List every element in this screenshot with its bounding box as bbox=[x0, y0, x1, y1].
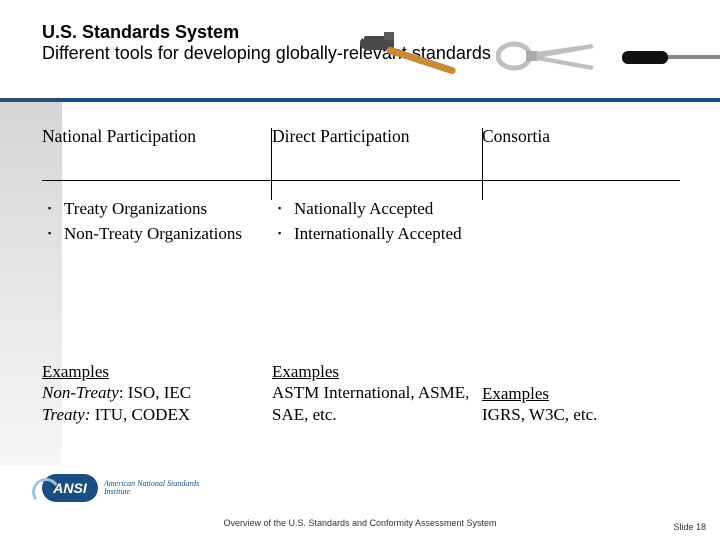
column-header: Consortia bbox=[482, 126, 662, 174]
examples-block: Examples ASTM International, ASME, SAE, … bbox=[272, 362, 472, 426]
column-header: Direct Participation bbox=[272, 126, 482, 174]
column-consortia: Consortia Examples IGRS, W3C, etc. bbox=[482, 126, 662, 426]
hammer-icon bbox=[360, 32, 470, 82]
examples-label: Examples bbox=[42, 362, 262, 382]
example-text: ITU, CODEX bbox=[90, 405, 190, 424]
examples-block: Examples IGRS, W3C, etc. bbox=[482, 384, 652, 426]
pliers-icon bbox=[496, 36, 596, 78]
examples-label: Examples bbox=[482, 384, 652, 404]
examples-block: Examples Non-Treaty: ISO, IEC Treaty: IT… bbox=[42, 362, 262, 426]
screwdriver-icon bbox=[622, 42, 720, 72]
example-line: Treaty: ITU, CODEX bbox=[42, 404, 262, 426]
example-italic: Non-Treaty bbox=[42, 383, 119, 402]
list-item: Non-Treaty Organizations bbox=[42, 223, 262, 246]
columns: National Participation Treaty Organizati… bbox=[42, 126, 680, 426]
column-national: National Participation Treaty Organizati… bbox=[42, 126, 272, 426]
logo-badge: ANSI bbox=[42, 474, 98, 502]
example-text: IGRS, W3C, etc. bbox=[482, 404, 652, 426]
example-line: Non-Treaty: ISO, IEC bbox=[42, 382, 262, 404]
example-text: ASTM International, ASME, SAE, etc. bbox=[272, 382, 472, 426]
column-direct: Direct Participation Nationally Accepted… bbox=[272, 126, 482, 426]
slide-number: Slide 18 bbox=[673, 522, 706, 532]
bullet-list: Nationally Accepted Internationally Acce… bbox=[272, 198, 482, 246]
slide: U.S. Standards System Different tools fo… bbox=[0, 0, 720, 540]
examples-label: Examples bbox=[272, 362, 472, 382]
example-italic: Treaty: bbox=[42, 405, 90, 424]
list-item: Nationally Accepted bbox=[272, 198, 472, 221]
column-header: National Participation bbox=[42, 126, 272, 174]
example-text: : ISO, IEC bbox=[119, 383, 191, 402]
ansi-logo: ANSI American National Standards Institu… bbox=[42, 474, 224, 502]
list-item: Internationally Accepted bbox=[272, 223, 472, 246]
logo-org-name: American National Standards Institute bbox=[104, 480, 224, 496]
bullet-list: Treaty Organizations Non-Treaty Organiza… bbox=[42, 198, 272, 246]
tools-illustration bbox=[360, 32, 720, 82]
header-rule bbox=[0, 98, 720, 102]
list-item: Treaty Organizations bbox=[42, 198, 262, 221]
footer-text: Overview of the U.S. Standards and Confo… bbox=[0, 518, 720, 528]
